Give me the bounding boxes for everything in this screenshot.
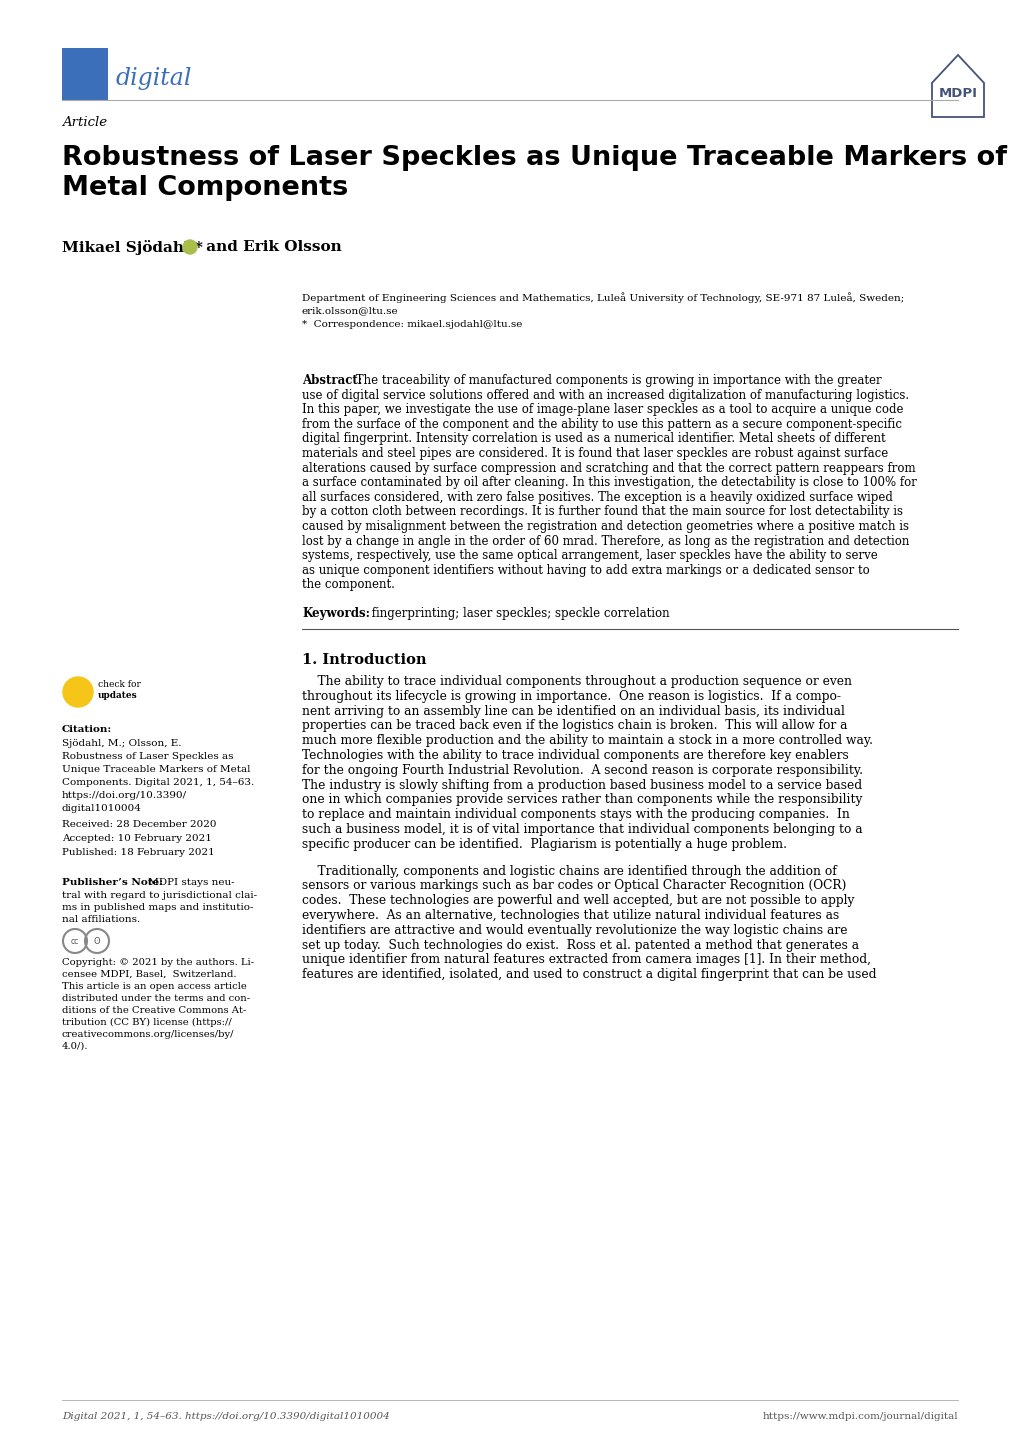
Text: the component.: the component. <box>302 578 394 591</box>
Text: check for: check for <box>98 681 141 689</box>
Text: In this paper, we investigate the use of image-plane laser speckles as a tool to: In this paper, we investigate the use of… <box>302 404 903 417</box>
Text: distributed under the terms and con-: distributed under the terms and con- <box>62 994 250 1004</box>
Text: identifiers are attractive and would eventually revolutionize the way logistic c: identifiers are attractive and would eve… <box>302 924 847 937</box>
Text: to replace and maintain individual components stays with the producing companies: to replace and maintain individual compo… <box>302 808 849 820</box>
Text: use of digital service solutions offered and with an increased digitalization of: use of digital service solutions offered… <box>302 388 908 402</box>
Text: Abstract:: Abstract: <box>302 373 362 386</box>
Text: censee MDPI, Basel,  Switzerland.: censee MDPI, Basel, Switzerland. <box>62 970 236 979</box>
Text: https://www.mdpi.com/journal/digital: https://www.mdpi.com/journal/digital <box>761 1412 957 1420</box>
Text: MDPI: MDPI <box>937 87 976 99</box>
Text: D: D <box>186 244 193 252</box>
Text: Accepted: 10 February 2021: Accepted: 10 February 2021 <box>62 833 212 844</box>
Text: digital: digital <box>116 66 193 89</box>
Text: ms in published maps and institutio-: ms in published maps and institutio- <box>62 903 254 911</box>
Text: for the ongoing Fourth Industrial Revolution.  A second reason is corporate resp: for the ongoing Fourth Industrial Revolu… <box>302 764 862 777</box>
Text: Unique Traceable Markers of Metal: Unique Traceable Markers of Metal <box>62 766 251 774</box>
Text: properties can be traced back even if the logistics chain is broken.  This will : properties can be traced back even if th… <box>302 720 847 733</box>
Text: Traditionally, components and logistic chains are identified through the additio: Traditionally, components and logistic c… <box>302 865 836 878</box>
Text: nent arriving to an assembly line can be identified on an individual basis, its : nent arriving to an assembly line can be… <box>302 705 844 718</box>
Text: features are identified, isolated, and used to construct a digital fingerprint t: features are identified, isolated, and u… <box>302 968 875 981</box>
Text: creativecommons.org/licenses/by/: creativecommons.org/licenses/by/ <box>62 1030 234 1040</box>
Text: Published: 18 February 2021: Published: 18 February 2021 <box>62 848 215 857</box>
FancyBboxPatch shape <box>62 48 108 99</box>
Text: lost by a change in angle in the order of 60 mrad. Therefore, as long as the reg: lost by a change in angle in the order o… <box>302 535 909 548</box>
Text: all surfaces considered, with zero false positives. The exception is a heavily o: all surfaces considered, with zero false… <box>302 490 892 503</box>
Text: a surface contaminated by oil after cleaning. In this investigation, the detecta: a surface contaminated by oil after clea… <box>302 476 916 489</box>
Text: codes.  These technologies are powerful and well accepted, but are not possible : codes. These technologies are powerful a… <box>302 894 854 907</box>
Text: digital fingerprint. Intensity correlation is used as a numerical identifier. Me: digital fingerprint. Intensity correlati… <box>302 433 884 446</box>
Text: Components. Digital 2021, 1, 54–63.: Components. Digital 2021, 1, 54–63. <box>62 779 254 787</box>
Text: Sjödahl, M.; Olsson, E.: Sjödahl, M.; Olsson, E. <box>62 738 181 748</box>
Text: such a business model, it is of vital importance that individual components belo: such a business model, it is of vital im… <box>302 823 862 836</box>
Text: digital1010004: digital1010004 <box>62 805 142 813</box>
Text: ditions of the Creative Commons At-: ditions of the Creative Commons At- <box>62 1007 246 1015</box>
Circle shape <box>182 239 197 254</box>
Text: cc: cc <box>70 937 79 946</box>
Text: fingerprinting; laser speckles; speckle correlation: fingerprinting; laser speckles; speckle … <box>368 607 668 620</box>
Text: throughout its lifecycle is growing in importance.  One reason is logistics.  If: throughout its lifecycle is growing in i… <box>302 689 841 702</box>
Text: ʘ: ʘ <box>94 937 100 946</box>
Text: 1. Introduction: 1. Introduction <box>302 653 426 668</box>
Text: tribution (CC BY) license (https://: tribution (CC BY) license (https:// <box>62 1018 231 1027</box>
Text: everywhere.  As an alternative, technologies that utilize natural individual fea: everywhere. As an alternative, technolog… <box>302 908 839 921</box>
Text: The industry is slowly shifting from a production based business model to a serv: The industry is slowly shifting from a p… <box>302 779 861 792</box>
Text: Robustness of Laser Speckles as Unique Traceable Markers of: Robustness of Laser Speckles as Unique T… <box>62 146 1006 172</box>
Text: Digital 2021, 1, 54–63. https://doi.org/10.3390/digital1010004: Digital 2021, 1, 54–63. https://doi.org/… <box>62 1412 389 1420</box>
Text: Article: Article <box>62 115 107 128</box>
Text: Citation:: Citation: <box>62 725 112 734</box>
Text: and Erik Olsson: and Erik Olsson <box>201 239 341 254</box>
Text: Keywords:: Keywords: <box>302 607 370 620</box>
Text: MDPI stays neu-: MDPI stays neu- <box>145 878 234 887</box>
Text: Technologies with the ability to trace individual components are therefore key e: Technologies with the ability to trace i… <box>302 748 848 761</box>
Text: Robustness of Laser Speckles as: Robustness of Laser Speckles as <box>62 751 233 761</box>
Text: updates: updates <box>98 691 138 699</box>
Text: Department of Engineering Sciences and Mathematics, Luleå University of Technolo: Department of Engineering Sciences and M… <box>302 291 904 303</box>
Text: materials and steel pipes are considered. It is found that laser speckles are ro: materials and steel pipes are considered… <box>302 447 888 460</box>
Text: The ability to trace individual components throughout a production sequence or e: The ability to trace individual componen… <box>302 675 851 688</box>
Circle shape <box>63 676 93 707</box>
Text: one in which companies provide services rather than components while the respons: one in which companies provide services … <box>302 793 861 806</box>
Text: by a cotton cloth between recordings. It is further found that the main source f: by a cotton cloth between recordings. It… <box>302 505 902 519</box>
Text: much more flexible production and the ability to maintain a stock in a more cont: much more flexible production and the ab… <box>302 734 872 747</box>
Text: from the surface of the component and the ability to use this pattern as a secur: from the surface of the component and th… <box>302 418 901 431</box>
Text: Copyright: © 2021 by the authors. Li-: Copyright: © 2021 by the authors. Li- <box>62 957 254 968</box>
Text: set up today.  Such technologies do exist.  Ross et al. patented a method that g: set up today. Such technologies do exist… <box>302 939 858 952</box>
Text: *  Correspondence: mikael.sjodahl@ltu.se: * Correspondence: mikael.sjodahl@ltu.se <box>302 320 522 329</box>
Text: systems, respectively, use the same optical arrangement, laser speckles have the: systems, respectively, use the same opti… <box>302 549 877 562</box>
Text: unique identifier from natural features extracted from camera images [1]. In the: unique identifier from natural features … <box>302 953 870 966</box>
Text: Mikael Sjödahl *: Mikael Sjödahl * <box>62 239 203 255</box>
Text: tral with regard to jurisdictional clai-: tral with regard to jurisdictional clai- <box>62 891 257 900</box>
Text: 4.0/).: 4.0/). <box>62 1043 89 1051</box>
Text: erik.olsson@ltu.se: erik.olsson@ltu.se <box>302 306 398 314</box>
Text: Publisher’s Note:: Publisher’s Note: <box>62 878 163 887</box>
Text: Metal Components: Metal Components <box>62 174 347 200</box>
Text: nal affiliations.: nal affiliations. <box>62 916 141 924</box>
Text: caused by misalignment between the registration and detection geometries where a: caused by misalignment between the regis… <box>302 521 908 534</box>
Text: sensors or various markings such as bar codes or Optical Character Recognition (: sensors or various markings such as bar … <box>302 880 846 893</box>
Text: alterations caused by surface compression and scratching and that the correct pa: alterations caused by surface compressio… <box>302 461 915 474</box>
Text: The traceability of manufactured components is growing in importance with the gr: The traceability of manufactured compone… <box>352 373 880 386</box>
Text: Received: 28 December 2020: Received: 28 December 2020 <box>62 820 216 829</box>
Text: This article is an open access article: This article is an open access article <box>62 982 247 991</box>
Text: ✓: ✓ <box>71 685 85 701</box>
Text: specific producer can be identified.  Plagiarism is potentially a huge problem.: specific producer can be identified. Pla… <box>302 838 787 851</box>
Text: as unique component identifiers without having to add extra markings or a dedica: as unique component identifiers without … <box>302 564 869 577</box>
Text: https://doi.org/10.3390/: https://doi.org/10.3390/ <box>62 792 186 800</box>
